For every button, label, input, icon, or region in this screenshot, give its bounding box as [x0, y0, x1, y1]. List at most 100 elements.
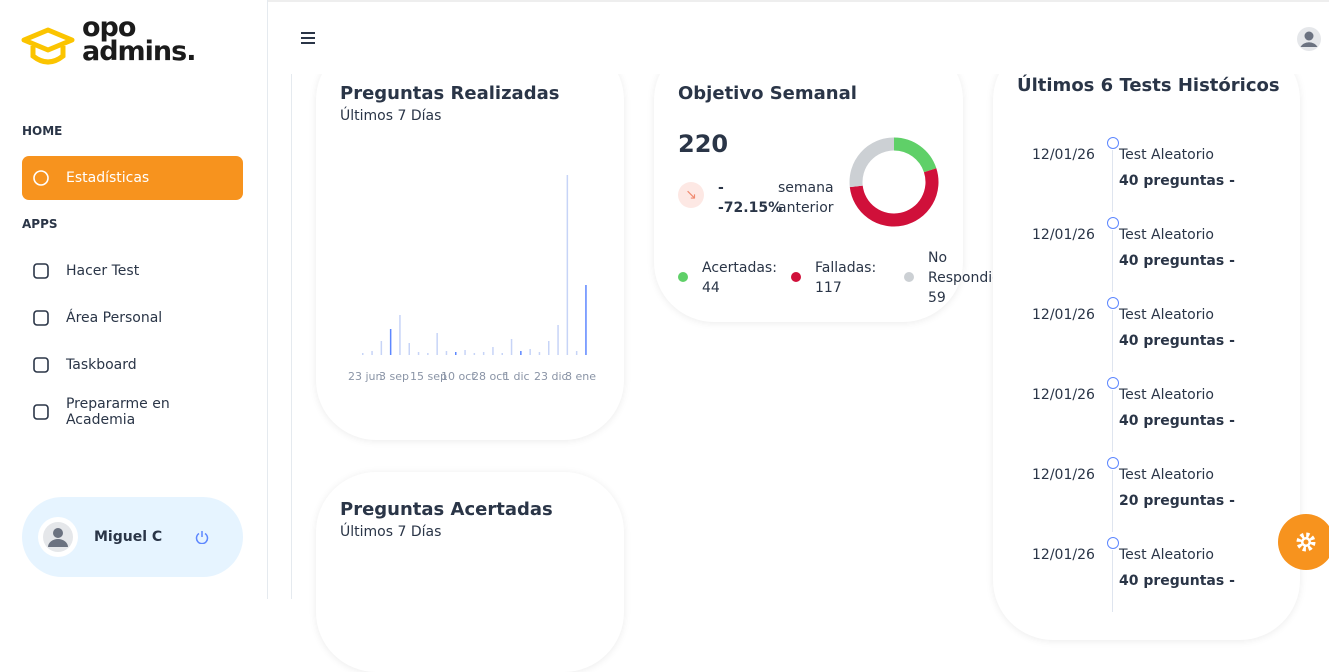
legend-dot	[678, 272, 688, 282]
logo-text: opo admins.	[82, 14, 196, 67]
x-axis-label: 23 dic	[534, 370, 568, 383]
bar	[575, 351, 578, 355]
card: Preguntas Realizadas Últimos 7 Días 23 j…	[316, 40, 624, 440]
bar	[399, 315, 401, 355]
user-panel: Miguel C	[22, 497, 243, 577]
logout-button[interactable]	[195, 530, 209, 544]
test-name: Test Aleatorio	[1119, 467, 1214, 483]
timeline-dot	[1107, 217, 1119, 229]
test-name: Test Aleatorio	[1119, 147, 1214, 163]
x-axis-label: 1 dic	[503, 370, 530, 383]
menu-button[interactable]	[300, 31, 316, 45]
nav-item[interactable]: Taskboard	[22, 343, 243, 387]
card-title: Preguntas Acertadas	[340, 499, 553, 520]
logo-icon	[21, 27, 75, 65]
legend-value: 59	[928, 290, 946, 306]
x-axis-label: 3 sep	[379, 370, 409, 383]
timeline-dot	[1107, 377, 1119, 389]
total: 220	[678, 130, 729, 158]
test-detail: 40 preguntas -	[1119, 413, 1235, 429]
bar	[538, 352, 541, 355]
test-date: 12/01/26	[1032, 547, 1095, 563]
trend-value: -72.15%	[718, 200, 783, 216]
timeline-dot	[1107, 457, 1119, 469]
nav-section: HOME	[22, 124, 63, 138]
bar	[455, 352, 457, 355]
card-title: Preguntas Realizadas	[340, 83, 560, 104]
sidebar: opo admins. HOME Estadísticas APPS Hacer Tes…	[0, 0, 268, 599]
legend-entry: Falladas: 117	[815, 258, 876, 298]
legend-name: Acertadas:	[702, 260, 777, 276]
avatar[interactable]	[1297, 27, 1321, 51]
test-date: 12/01/26	[1032, 387, 1095, 403]
x-axis-label: 8 ene	[565, 370, 596, 383]
card-subtitle: Últimos 7 Días	[340, 524, 442, 540]
bar	[371, 351, 373, 355]
nav-item[interactable]: Área Personal	[22, 296, 243, 340]
bar	[445, 351, 448, 355]
nav-item[interactable]: Estadísticas	[22, 156, 243, 200]
timeline-line	[1112, 550, 1113, 612]
bar	[585, 285, 587, 355]
trend: - -72.15%	[718, 178, 782, 218]
bar	[520, 351, 522, 355]
nav-label: Hacer Test	[66, 263, 140, 279]
user-name: Miguel C	[94, 529, 163, 545]
test-date: 12/01/26	[1032, 467, 1095, 483]
card: Últimos 6 Tests Históricos 12/01/26 Test …	[993, 40, 1300, 640]
legend-dot	[791, 272, 801, 282]
card-title: Últimos 6 Tests Históricos	[1017, 75, 1280, 96]
timeline-dot	[1107, 537, 1119, 549]
bar	[408, 343, 410, 355]
nav-label: Prepararme en Academia	[65, 396, 170, 428]
test-name: Test Aleatorio	[1119, 547, 1214, 563]
legend-name: Falladas:	[815, 260, 877, 276]
nav-item[interactable]: Hacer Test	[22, 249, 243, 293]
bar	[510, 339, 513, 355]
bar	[417, 352, 420, 355]
x-axis-label: 28 oct	[472, 370, 507, 383]
x-axis-label: 15 sep	[410, 370, 447, 383]
bar	[501, 353, 503, 355]
legend-value: 44	[702, 280, 720, 296]
bar	[436, 333, 438, 355]
nav-label: Taskboard	[66, 357, 137, 373]
donut-segment	[849, 137, 895, 188]
nav-item[interactable]: Prepararme en Academia	[22, 390, 243, 434]
test-detail: 40 preguntas -	[1119, 173, 1235, 189]
bar	[362, 353, 364, 355]
bar	[482, 352, 485, 355]
card-subtitle: Últimos 7 Días	[340, 108, 442, 124]
bar	[492, 347, 494, 355]
trend-label: semana anterior	[778, 180, 834, 216]
trend-sign: -	[718, 180, 724, 196]
card-title: Objetivo Semanal	[678, 83, 857, 104]
bar	[380, 341, 383, 355]
test-date: 12/01/26	[1032, 307, 1095, 323]
bar	[473, 353, 476, 355]
timeline-line	[1112, 230, 1113, 292]
trend-icon: ↘	[678, 182, 704, 208]
timeline-line	[1112, 470, 1113, 532]
nav-section: APPS	[22, 217, 58, 231]
bar	[464, 350, 466, 355]
x-axis-label: 10 oct	[441, 370, 476, 383]
logo-bottom: admins.	[82, 36, 196, 67]
test-detail: 40 preguntas -	[1119, 333, 1235, 349]
timeline-line	[1112, 390, 1113, 452]
x-axis-label: 23 jun	[348, 370, 383, 383]
bar	[529, 349, 531, 355]
divider	[291, 60, 292, 599]
nav-label: Estadísticas	[66, 170, 150, 186]
test-detail: 20 preguntas -	[1119, 493, 1235, 509]
settings-button[interactable]	[1278, 514, 1329, 570]
donut-segment	[849, 168, 939, 227]
card: Objetivo Semanal 220 ↘ - -72.15% semana a…	[654, 40, 1017, 322]
test-name: Test Aleatorio	[1119, 227, 1214, 243]
user-avatar	[38, 517, 78, 557]
donut	[849, 137, 939, 227]
bar	[566, 175, 569, 355]
logo-top: opo	[82, 12, 136, 43]
timeline-line	[1112, 150, 1113, 212]
